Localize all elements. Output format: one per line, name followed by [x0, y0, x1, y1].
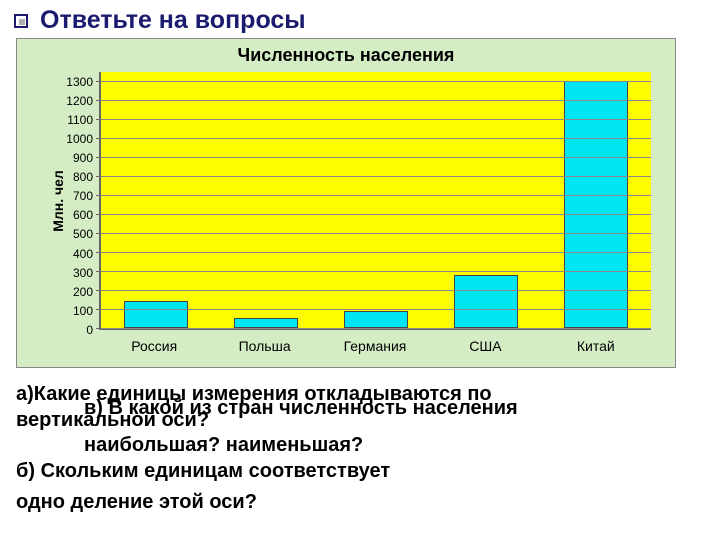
gridline [101, 195, 651, 196]
questions-block: а)Какие единицы измерения откладываются … [16, 382, 696, 516]
tick-mark [96, 195, 101, 196]
tick-mark [96, 138, 101, 139]
y-tick-label: 400 [53, 247, 93, 261]
y-tick-label: 1100 [53, 113, 93, 127]
y-tick-label: 800 [53, 170, 93, 184]
tick-mark [96, 328, 101, 329]
gridline [101, 119, 651, 120]
tick-mark [96, 309, 101, 310]
y-tick-label: 100 [53, 304, 93, 318]
bar [124, 301, 188, 328]
bar [454, 275, 518, 328]
page-heading: Ответьте на вопросы [40, 6, 306, 35]
x-tick-label: Россия [99, 338, 209, 354]
tick-mark [96, 252, 101, 253]
y-tick-label: 0 [53, 323, 93, 337]
tick-mark [96, 176, 101, 177]
tick-mark [96, 81, 101, 82]
chart-panel: Численность населения Млн. чел 010020030… [16, 38, 676, 368]
chart-title: Численность населения [17, 39, 675, 68]
x-tick-label: Германия [320, 338, 430, 354]
gridline [101, 176, 651, 177]
gridline [101, 233, 651, 234]
question-b-line2: одно деление этой оси? [16, 490, 696, 516]
tick-mark [96, 100, 101, 101]
gridline [101, 138, 651, 139]
tick-mark [96, 290, 101, 291]
question-c-frag: в) В какой из стран численность населени… [84, 396, 518, 422]
question-line-overlap: вертикальной оси? в) В какой из стран чи… [16, 408, 696, 434]
gridline [101, 271, 651, 272]
gridline [101, 100, 651, 101]
gridline [101, 157, 651, 158]
x-tick-label: США [430, 338, 540, 354]
tick-mark [96, 233, 101, 234]
gridline [101, 290, 651, 291]
y-ticks: 0100200300400500600700800900100011001200… [53, 72, 97, 330]
bar [234, 318, 298, 328]
gridline [101, 328, 651, 329]
gridline [101, 214, 651, 215]
x-ticks: РоссияПольшаГерманияСШАКитай [99, 338, 651, 354]
question-c-line2: наибольшая? наименьшая? [84, 433, 696, 459]
y-tick-label: 700 [53, 189, 93, 203]
tick-mark [96, 271, 101, 272]
y-tick-label: 1200 [53, 94, 93, 108]
plot-wrap: Млн. чел 0100200300400500600700800900100… [31, 72, 661, 330]
y-tick-label: 300 [53, 266, 93, 280]
plot-area [99, 72, 651, 330]
y-tick-label: 200 [53, 285, 93, 299]
bar [344, 311, 408, 328]
x-tick-label: Китай [541, 338, 651, 354]
gridline [101, 81, 651, 82]
question-b-line1: б) Скольким единицам соответствует [16, 459, 696, 485]
bullet-icon [14, 14, 28, 28]
y-tick-label: 1000 [53, 132, 93, 146]
x-tick-label: Польша [209, 338, 319, 354]
tick-mark [96, 119, 101, 120]
y-tick-label: 1300 [53, 75, 93, 89]
gridline [101, 309, 651, 310]
gridline [101, 252, 651, 253]
y-tick-label: 600 [53, 208, 93, 222]
y-tick-label: 900 [53, 151, 93, 165]
tick-mark [96, 214, 101, 215]
tick-mark [96, 157, 101, 158]
y-tick-label: 500 [53, 227, 93, 241]
